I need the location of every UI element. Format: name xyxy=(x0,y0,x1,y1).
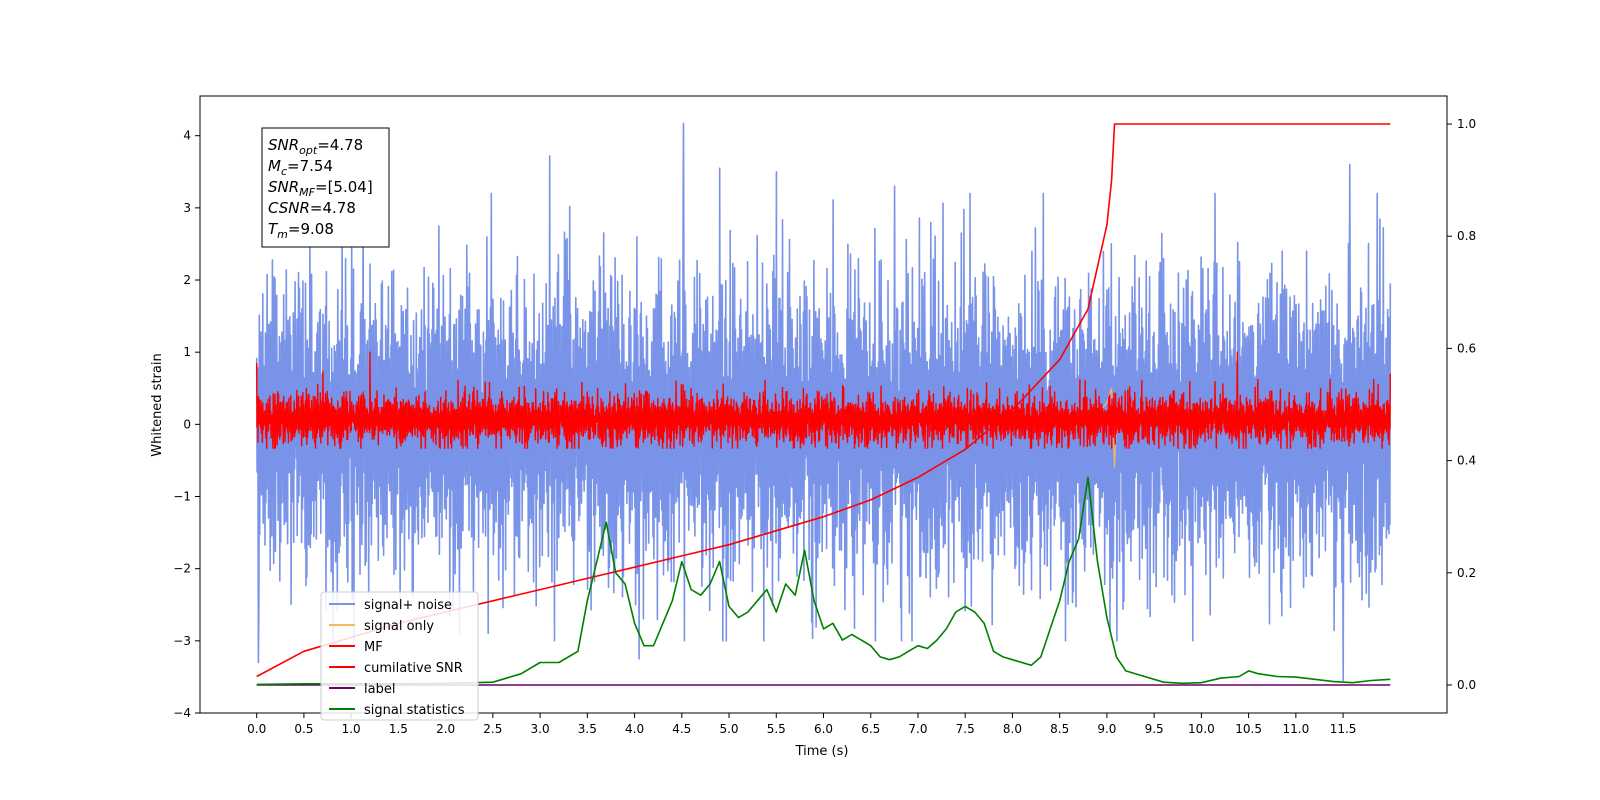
x-tick-label: 4.0 xyxy=(625,722,644,736)
annotation-line: SNRMF=[5.04] xyxy=(268,178,373,199)
y-tick-label: −1 xyxy=(173,490,191,504)
y-tick-label: −2 xyxy=(173,562,191,576)
annotation-line: Mc=7.54 xyxy=(268,157,333,178)
x-tick-label: 9.0 xyxy=(1097,722,1116,736)
x-tick-label: 6.0 xyxy=(814,722,833,736)
x-tick-label: 9.5 xyxy=(1145,722,1164,736)
x-tick-label: 3.5 xyxy=(578,722,597,736)
x-tick-label: 11.5 xyxy=(1330,722,1357,736)
annotation-line: CSNR=4.78 xyxy=(268,199,356,217)
y-right-tick-label: 0.4 xyxy=(1457,454,1476,468)
x-tick-label: 3.0 xyxy=(531,722,550,736)
x-tick-label: 2.0 xyxy=(436,722,455,736)
legend-label: signal+ noise xyxy=(364,598,452,613)
x-tick-label: 0.5 xyxy=(294,722,313,736)
x-tick-label: 8.5 xyxy=(1050,722,1069,736)
annotation-line: Tm=9.08 xyxy=(268,220,334,241)
x-tick-label: 4.5 xyxy=(672,722,691,736)
series-line-signal-statistics xyxy=(256,476,1391,686)
annotation-line: SNRopt=4.78 xyxy=(268,136,363,157)
annotation-frame xyxy=(261,127,390,248)
legend-label: signal only xyxy=(364,619,434,634)
x-tick-label: 10.5 xyxy=(1235,722,1262,736)
y-tick-label: −3 xyxy=(173,634,191,648)
y-axis-left: −4 −3 −2 −1 0 1 2 3 4 xyxy=(173,129,200,720)
legend-frame xyxy=(320,591,479,721)
x-tick-label: 11.0 xyxy=(1282,722,1309,736)
y-right-tick-label: 0.6 xyxy=(1457,341,1476,355)
legend-label: label xyxy=(364,682,395,697)
y-tick-label: −4 xyxy=(173,706,191,720)
x-tick-label: 0.0 xyxy=(247,722,266,736)
legend-label: cumilative SNR xyxy=(364,661,463,676)
y-tick-label: 4 xyxy=(183,129,191,143)
x-tick-label: 10.0 xyxy=(1188,722,1215,736)
y-tick-label: 3 xyxy=(183,201,191,215)
legend-label: MF xyxy=(364,640,383,655)
y-right-tick-label: 1.0 xyxy=(1457,117,1476,131)
x-axis: 0.0 0.5 1.0 1.5 2.0 2.5 3.0 3.5 4.0 4.5 5.0 5.5 6.0 6… xyxy=(247,713,1356,736)
x-tick-label: 7.5 xyxy=(956,722,975,736)
x-tick-label: 2.5 xyxy=(483,722,502,736)
x-axis-label: Time (s) xyxy=(795,744,849,759)
x-tick-label: 7.0 xyxy=(908,722,927,736)
legend-label: signal statistics xyxy=(364,703,465,718)
y-right-tick-label: 0.8 xyxy=(1457,229,1476,243)
y-axis-label: Whitened strain xyxy=(150,353,165,456)
x-tick-label: 1.5 xyxy=(389,722,408,736)
x-tick-label: 5.0 xyxy=(719,722,738,736)
x-tick-label: 1.0 xyxy=(342,722,361,736)
y-tick-label: 2 xyxy=(183,273,191,287)
y-tick-label: 1 xyxy=(183,345,191,359)
y-tick-label: 0 xyxy=(183,417,191,431)
legend: signal+ noise signal only MF cumilative SNR… xyxy=(320,591,479,721)
y-right-tick-label: 0.2 xyxy=(1457,566,1476,580)
x-tick-label: 5.5 xyxy=(767,722,786,736)
x-tick-label: 8.0 xyxy=(1003,722,1022,736)
series-line-mf xyxy=(256,351,1392,449)
y-right-tick-label: 0.0 xyxy=(1457,678,1476,692)
x-tick-label: 6.5 xyxy=(861,722,880,736)
y-axis-right: 0.0 0.2 0.4 0.6 0.8 1.0 xyxy=(1447,117,1476,692)
